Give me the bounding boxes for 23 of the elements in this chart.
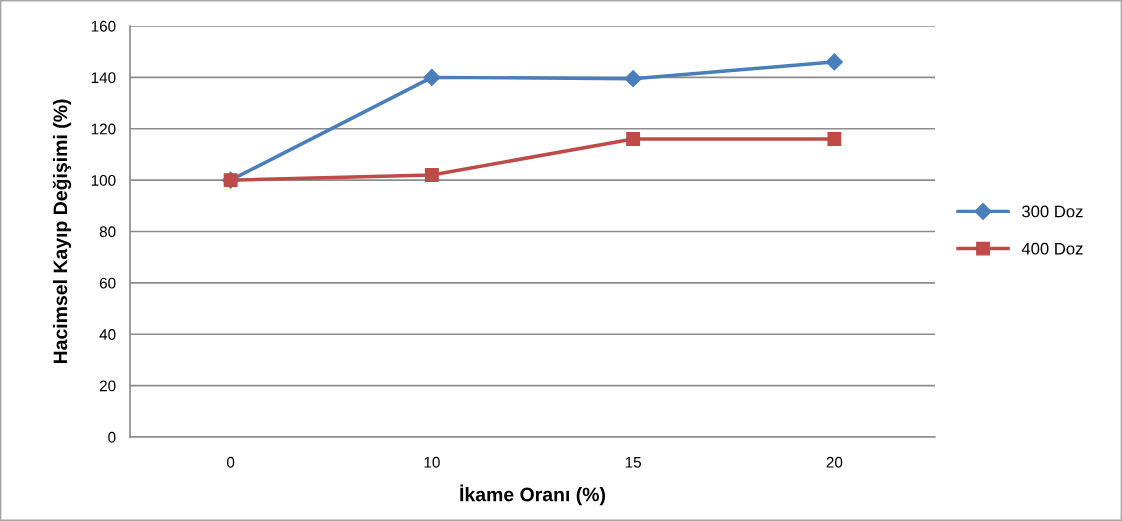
y-tick-label: 80 [99, 226, 116, 238]
legend-label: 400 Doz [1021, 242, 1083, 255]
point [825, 53, 843, 71]
point [626, 132, 641, 146]
y-tick-label: 140 [91, 72, 116, 84]
y-tick-label: 0 [108, 431, 116, 443]
point [423, 68, 441, 86]
y-tick-label: 100 [91, 174, 116, 186]
point [424, 168, 439, 182]
x-tick-label: 15 [625, 457, 641, 468]
y-axis-title: Hacimsel Kayıp Değişimi (%) [52, 99, 72, 364]
y-tick-label: 20 [99, 380, 116, 392]
y-tick-label: 160 [91, 20, 116, 32]
x-tick-label: 0 [226, 456, 235, 468]
y-tick-label: 120 [91, 123, 116, 135]
legend-label: 300 Doz [1022, 205, 1083, 218]
y-tick-label: 60 [99, 277, 116, 289]
point [827, 132, 842, 146]
point [624, 70, 642, 88]
x-axis-title: İkame Oranı (%) [460, 484, 606, 506]
x-tick-label: 10 [424, 456, 440, 468]
y-tick-label: 40 [99, 329, 116, 340]
x-tick-label: 20 [826, 456, 843, 468]
